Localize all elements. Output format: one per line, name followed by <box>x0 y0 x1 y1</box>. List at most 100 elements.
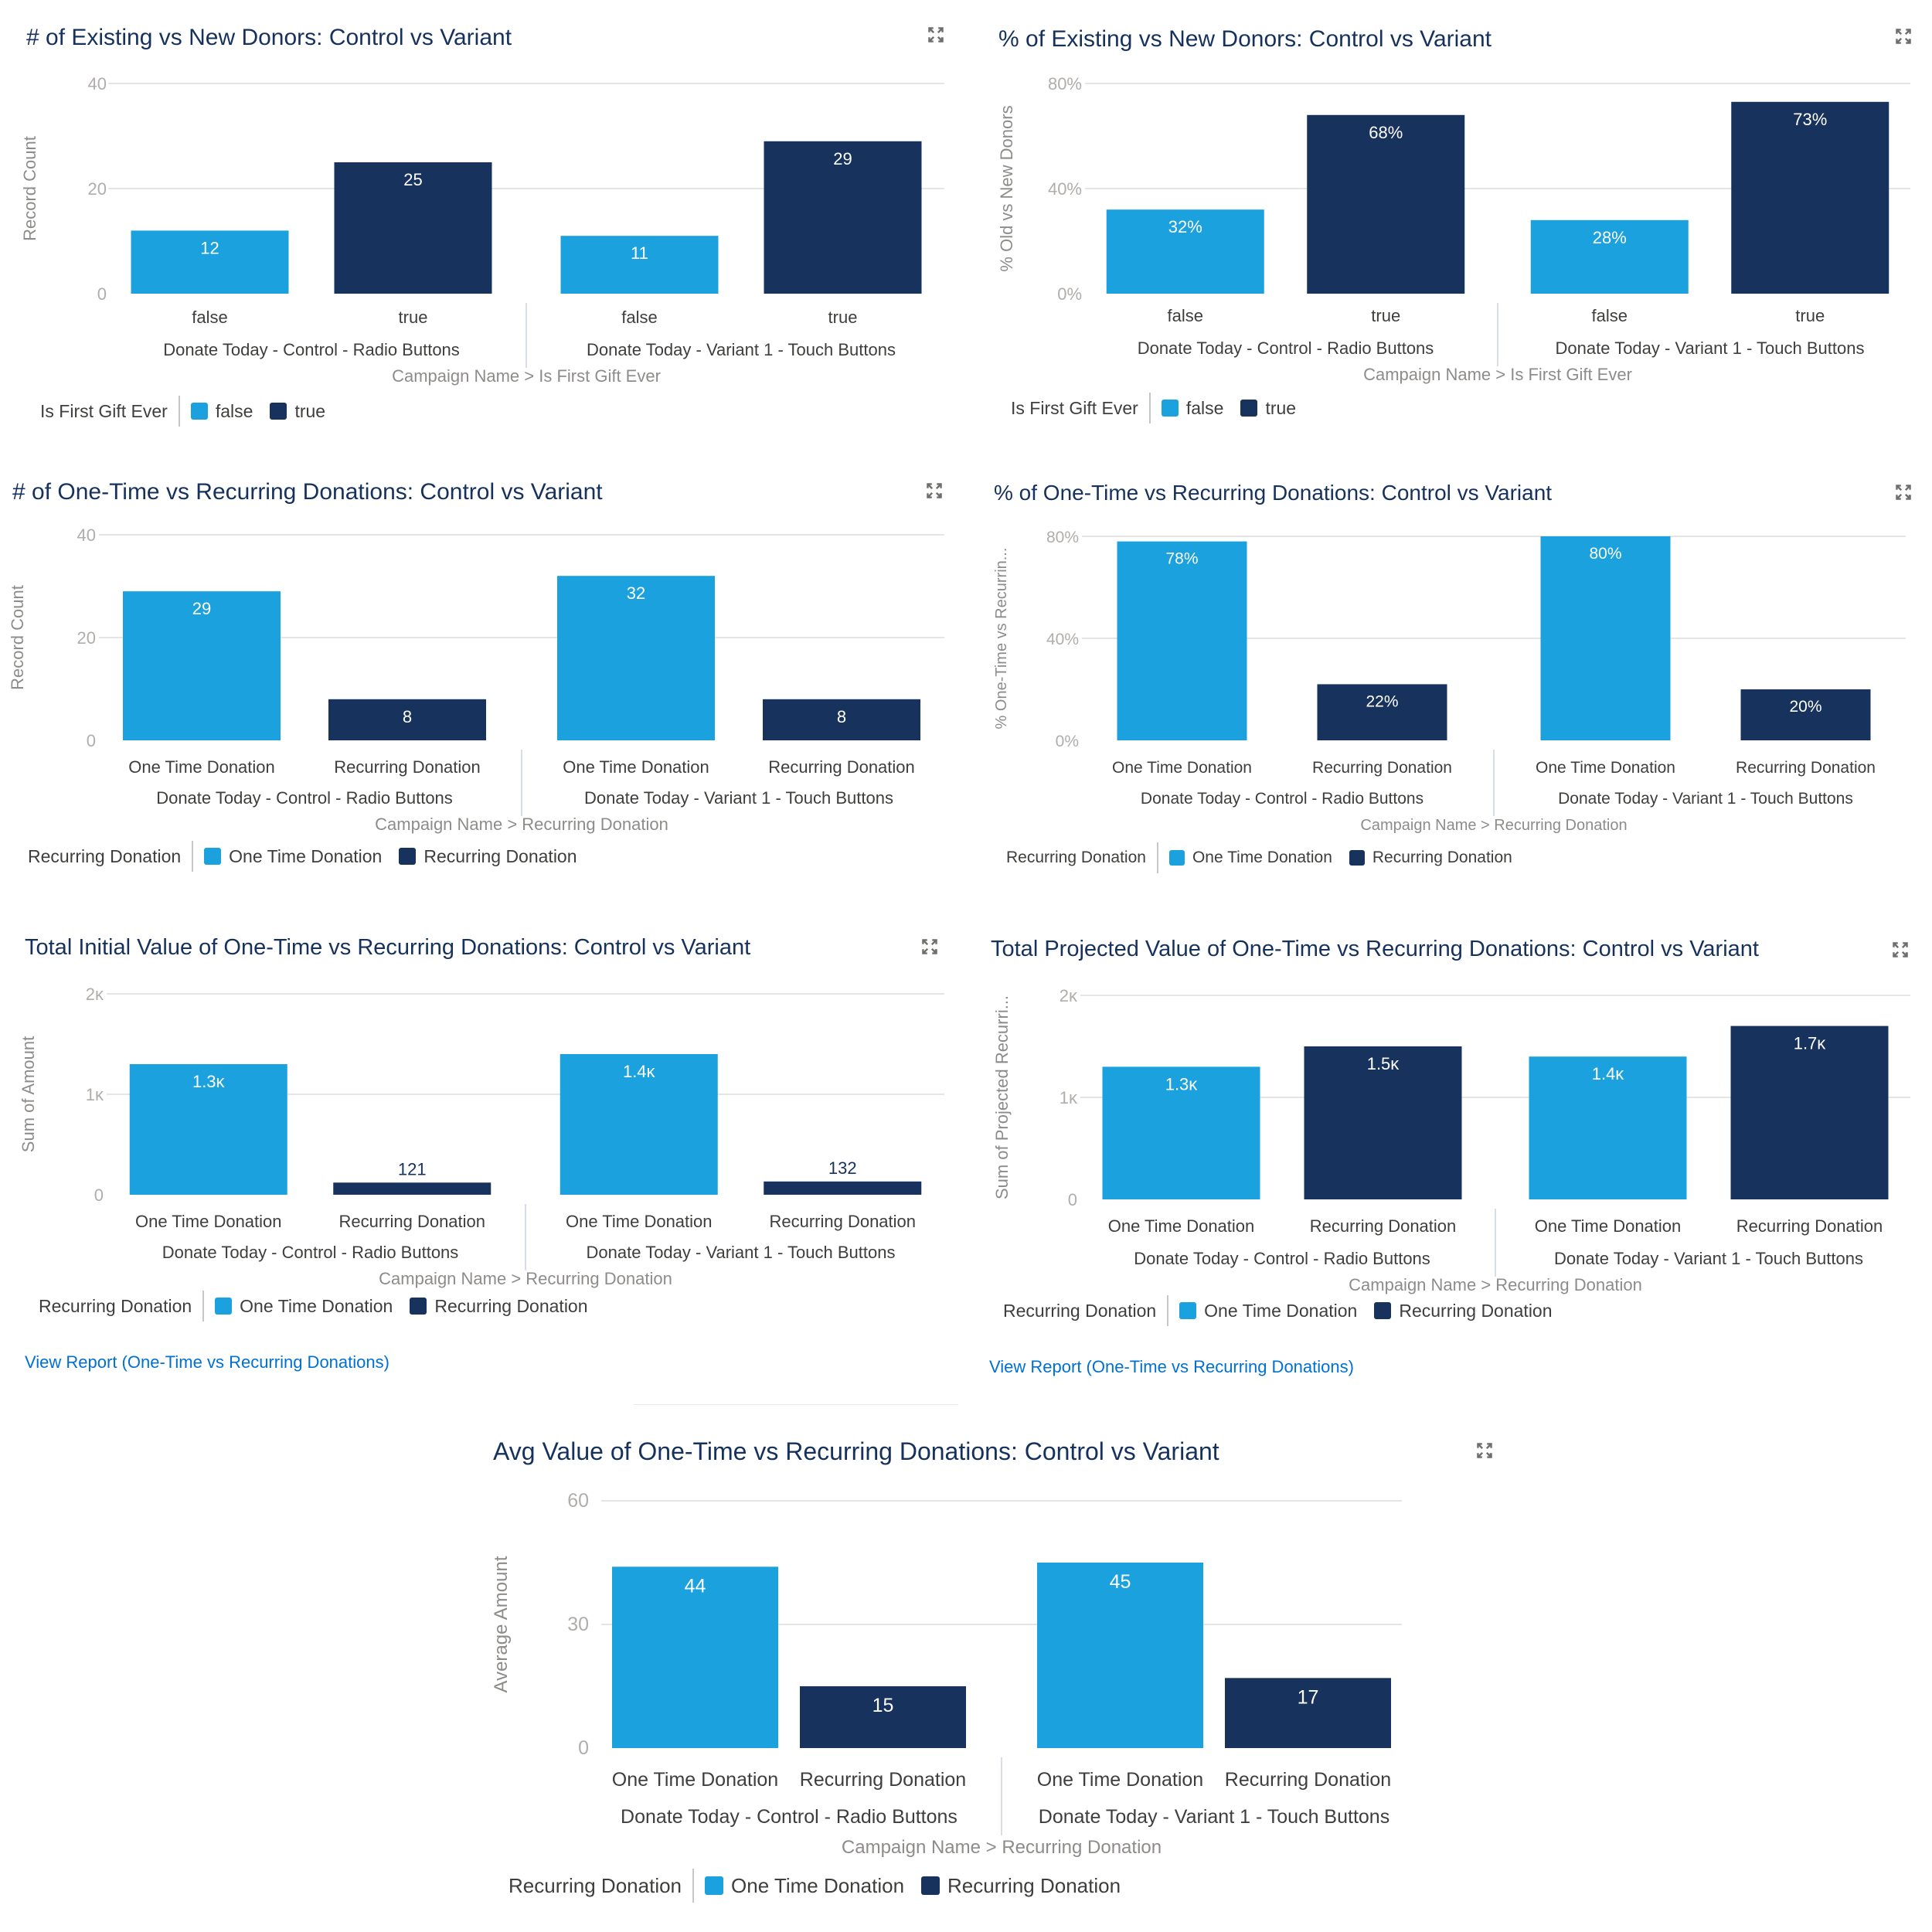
x-group-label: Donate Today - Variant 1 - Touch Buttons <box>1556 338 1865 358</box>
bar-value-label: 32% <box>1168 217 1202 236</box>
chart-title: Total Initial Value of One-Time vs Recur… <box>25 935 751 960</box>
view-report-link[interactable]: View Report (One-Time vs Recurring Donat… <box>989 1357 1354 1376</box>
y-tick-label: 40 <box>77 526 96 545</box>
legend-swatch <box>1374 1302 1392 1319</box>
legend-label: Recurring Donation <box>423 845 577 866</box>
y-tick-label: 1ĸ <box>1060 1088 1078 1107</box>
bar-value-label: 1.4ĸ <box>623 1062 656 1081</box>
legend-item-one-time-donation[interactable]: One Time Donation <box>1168 849 1332 867</box>
view-report-link[interactable]: View Report (One-Time vs Recurring Donat… <box>25 1352 389 1372</box>
y-axis-label: Sum of Projected Recurri... <box>992 995 1012 1199</box>
bar <box>333 1182 492 1195</box>
legend-item-recurring-donation[interactable]: Recurring Donation <box>410 1296 588 1317</box>
y-tick-label: 80% <box>1048 74 1082 94</box>
legend-item-recurring-donation[interactable]: Recurring Donation <box>921 1874 1121 1898</box>
x-axis-label: Campaign Name > Recurring Donation <box>379 1269 672 1288</box>
legend-item-true[interactable]: true <box>270 401 325 422</box>
legend-item-recurring-donation[interactable]: Recurring Donation <box>1349 849 1512 867</box>
legend-divider <box>692 1869 695 1903</box>
legend-label: One Time Donation <box>1204 1300 1358 1321</box>
x-group-label: Donate Today - Control - Radio Buttons <box>1141 790 1423 808</box>
y-tick-label: 40% <box>1046 631 1079 648</box>
legend-label: One Time Donation <box>1192 849 1332 866</box>
chart-svg: 0 30 60 Average Amount 44 One Time Donation 15… <box>491 1490 1402 1858</box>
bar-value-label: 1.3ĸ <box>1165 1074 1199 1094</box>
bar-value-label: 73% <box>1793 110 1827 129</box>
y-tick-label: 40% <box>1048 179 1082 199</box>
chart-svg: 0 20 40 Record Count 12 false 25 true Donate Tod… <box>20 74 944 386</box>
expand-icon-glyph <box>1896 485 1911 500</box>
expand-icon-path <box>1477 1443 1492 1458</box>
legend-item-one-time-donation[interactable]: One Time Donation <box>204 846 382 867</box>
y-axis-label: Average Amount <box>491 1556 512 1692</box>
chart-panel-existing-vs-new-count: # of Existing vs New Donors: Control vs … <box>0 0 966 448</box>
y-tick-label: 2ĸ <box>1060 986 1078 1005</box>
expand-icon[interactable] <box>924 481 944 501</box>
bar <box>764 141 922 294</box>
bar-value-label: 11 <box>631 243 648 263</box>
legend-label: One Time Donation <box>731 1873 905 1897</box>
chart-title: # of Existing vs New Donors: Control vs … <box>26 25 512 50</box>
x-category-label: One Time Donation <box>135 1212 282 1231</box>
expand-icon[interactable] <box>1893 482 1913 502</box>
legend-item-true[interactable]: true <box>1240 398 1296 419</box>
legend-label: false <box>1185 397 1224 418</box>
legend-divider <box>202 1291 205 1321</box>
y-tick-label: 40 <box>88 74 107 94</box>
legend-swatch <box>204 848 222 865</box>
y-tick-label: 60 <box>567 1490 589 1512</box>
chart-legend: Is First Gift Ever false true <box>1011 393 1313 423</box>
x-category-label: Recurring Donation <box>334 757 481 777</box>
chart-legend: Recurring Donation One Time Donation Rec… <box>1003 1295 1570 1326</box>
legend-item-recurring-donation[interactable]: Recurring Donation <box>1374 1301 1553 1321</box>
x-category-label: false <box>1592 306 1628 325</box>
bar-value-label: 121 <box>398 1159 427 1179</box>
chart-title: % of One-Time vs Recurring Donations: Co… <box>994 481 1553 505</box>
x-category-label: One Time Donation <box>1108 1216 1255 1236</box>
bar-value-label: 78% <box>1165 550 1198 568</box>
legend-swatch <box>399 848 417 865</box>
expand-icon[interactable] <box>1475 1440 1495 1461</box>
expand-icon[interactable] <box>1893 26 1913 46</box>
bar <box>328 699 486 740</box>
expand-icon[interactable] <box>926 25 946 45</box>
legend-item-recurring-donation[interactable]: Recurring Donation <box>399 846 577 867</box>
legend-item-one-time-donation[interactable]: One Time Donation <box>215 1296 393 1317</box>
expand-icon-path <box>1896 29 1911 44</box>
bar <box>1106 209 1264 294</box>
x-category-label: true <box>399 308 428 327</box>
chart-legend: Recurring Donation One Time Donation Rec… <box>1006 842 1529 873</box>
chart-title: Total Projected Value of One-Time vs Rec… <box>991 937 1759 961</box>
chart-legend: Is First Gift Ever false true <box>40 396 342 427</box>
bar-value-label: 1.4ĸ <box>1592 1064 1625 1083</box>
x-category-label: Recurring Donation <box>769 1212 916 1231</box>
bar-value-label: 17 <box>1298 1686 1319 1708</box>
legend-item-one-time-donation[interactable]: One Time Donation <box>705 1874 904 1898</box>
chart-panel-avg-value: Avg Value of One-Time vs Recurring Donat… <box>464 1422 1546 1917</box>
legend-label: One Time Donation <box>240 1295 393 1316</box>
legend-divider <box>1148 393 1151 423</box>
bar <box>764 1181 922 1195</box>
legend-item-false[interactable]: false <box>1161 397 1224 419</box>
bar-value-label: 132 <box>828 1158 857 1178</box>
x-category-label: Recurring Donation <box>338 1212 485 1231</box>
chart-svg: 0% 40% 80% % Old vs New Donors 32% false 68% tr… <box>997 74 1910 384</box>
expand-icon[interactable] <box>920 937 940 957</box>
x-category-label: Recurring Donation <box>768 757 915 777</box>
chart-svg: 0 1ĸ 2ĸ Sum of Amount 1.3ĸ One Time Donation 1… <box>19 985 944 1288</box>
bar-value-label: 8 <box>403 707 412 726</box>
legend-item-false[interactable]: false <box>190 401 253 422</box>
y-tick-label: 0 <box>578 1737 589 1759</box>
bar-value-label: 20% <box>1789 698 1821 716</box>
y-axis-label: Record Count <box>20 136 39 241</box>
y-tick-label: 0 <box>87 731 96 750</box>
expand-icon[interactable] <box>1890 940 1910 960</box>
chart-panel-total-projected-value: Total Projected Value of One-Time vs Rec… <box>966 920 1932 1399</box>
legend-title: Is First Gift Ever <box>1011 397 1138 418</box>
y-tick-label: 0 <box>97 284 107 304</box>
legend-swatch <box>1161 400 1179 417</box>
y-tick-label: 2ĸ <box>86 985 104 1004</box>
y-tick-label: 1ĸ <box>86 1085 104 1104</box>
chart-panel-onetime-vs-recurring-pct: % of One-Time vs Recurring Donations: Co… <box>966 464 1932 896</box>
legend-item-one-time-donation[interactable]: One Time Donation <box>1179 1301 1357 1321</box>
